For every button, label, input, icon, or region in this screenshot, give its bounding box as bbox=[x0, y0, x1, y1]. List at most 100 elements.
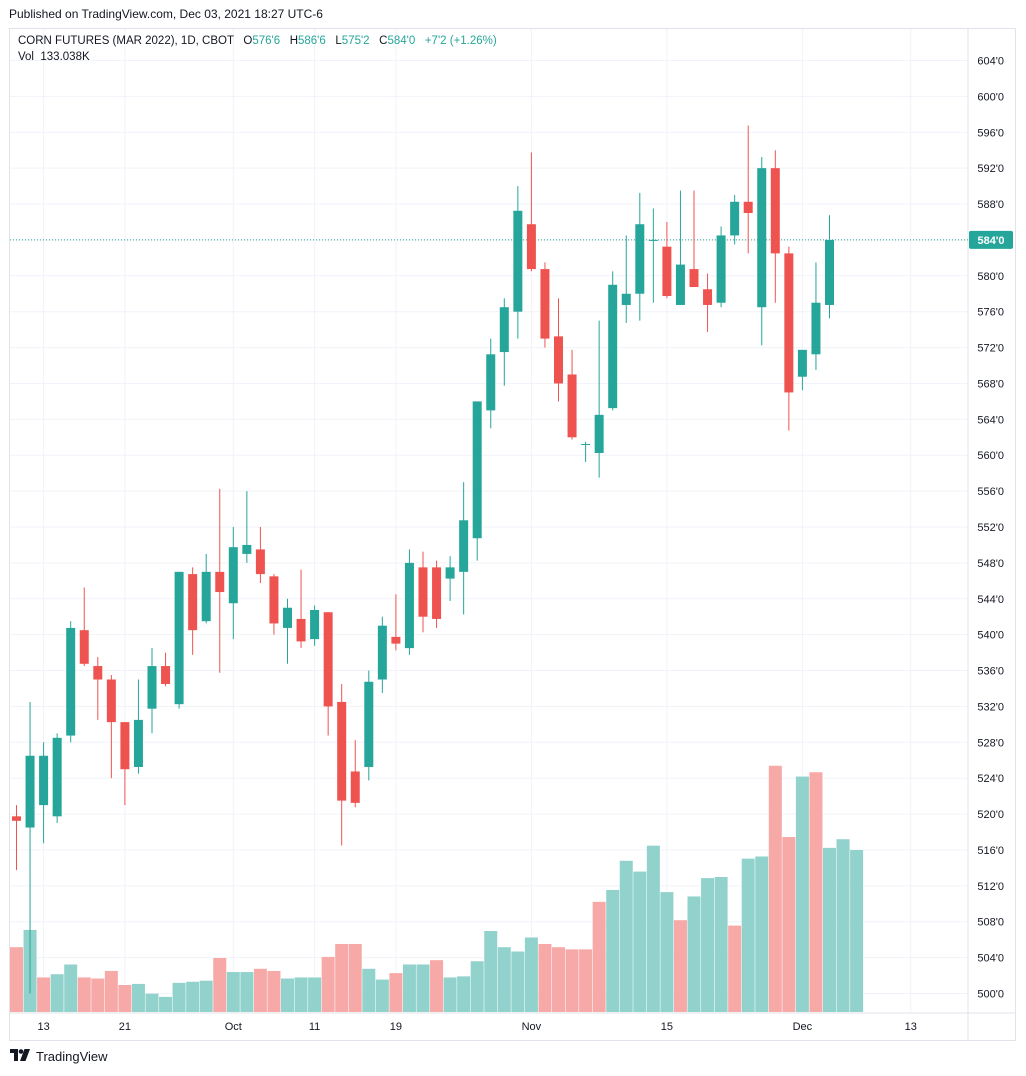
y-tick-label: 532'0 bbox=[977, 701, 1004, 713]
candle-body bbox=[675, 264, 685, 305]
y-tick-label: 548'0 bbox=[977, 558, 1004, 570]
candle-body bbox=[174, 571, 184, 705]
volume-bar bbox=[443, 977, 457, 1012]
volume-bar bbox=[687, 896, 701, 1012]
candle-body bbox=[255, 549, 265, 575]
candle-body bbox=[283, 607, 292, 628]
y-tick-label: 592'0 bbox=[977, 163, 1004, 175]
footer-brand-text: TradingView bbox=[36, 1049, 108, 1064]
volume-bar bbox=[10, 947, 23, 1012]
candle-body bbox=[161, 666, 171, 684]
candle-body bbox=[567, 374, 577, 438]
candle-body bbox=[459, 520, 469, 572]
candle-body bbox=[716, 235, 726, 303]
y-tick-label: 596'0 bbox=[977, 127, 1004, 139]
volume-bar bbox=[484, 931, 498, 1012]
x-tick-label: 21 bbox=[119, 1021, 131, 1033]
volume-bar bbox=[633, 871, 647, 1012]
candle-body bbox=[106, 679, 116, 723]
volume-bar bbox=[470, 961, 484, 1012]
legend-high-label: H bbox=[289, 35, 298, 47]
legend-open-label: O bbox=[243, 35, 253, 47]
volume-label: Vol bbox=[18, 51, 34, 63]
candle-body bbox=[554, 336, 563, 384]
volume-bar bbox=[416, 964, 430, 1012]
y-tick-label: 512'0 bbox=[977, 881, 1004, 893]
volume-bar bbox=[131, 983, 145, 1012]
volume-bar bbox=[172, 982, 186, 1012]
volume-bar bbox=[267, 970, 281, 1012]
volume-bar bbox=[186, 981, 200, 1012]
candle-body bbox=[797, 349, 807, 377]
y-tick-label: 588'0 bbox=[977, 199, 1004, 211]
volume-bar bbox=[552, 947, 565, 1012]
candle-body bbox=[662, 246, 672, 296]
volume-bar bbox=[673, 920, 687, 1012]
legend-low-value: 575'2 bbox=[341, 35, 370, 47]
y-tick-label: 540'0 bbox=[977, 630, 1004, 642]
y-tick-label: 508'0 bbox=[977, 917, 1004, 929]
symbol-legend: CORN FUTURES (MAR 2022), 1D, CBOT O576'6… bbox=[18, 35, 497, 47]
volume-legend: Vol 133.038K bbox=[18, 51, 90, 63]
candle-body bbox=[526, 224, 536, 270]
y-tick-label: 516'0 bbox=[977, 845, 1004, 857]
candle-body bbox=[472, 401, 482, 539]
x-tick-label: 19 bbox=[390, 1021, 402, 1033]
candle-body bbox=[323, 612, 333, 707]
volume-bar bbox=[795, 776, 809, 1012]
volume-bar bbox=[348, 943, 362, 1012]
x-tick-label: 13 bbox=[905, 1021, 917, 1033]
legend-close-value: 584'0 bbox=[387, 35, 416, 47]
y-tick-label: 604'0 bbox=[977, 56, 1004, 68]
volume-bar bbox=[213, 958, 227, 1012]
y-tick-label: 556'0 bbox=[977, 486, 1004, 498]
volume-bar bbox=[755, 856, 769, 1012]
candle-body bbox=[242, 544, 252, 554]
y-tick-label: 544'0 bbox=[977, 594, 1004, 606]
candle-body bbox=[133, 719, 143, 767]
volume-bar bbox=[50, 974, 64, 1012]
candle-body bbox=[66, 627, 76, 736]
volume-bar bbox=[64, 964, 78, 1012]
volume-bar bbox=[335, 943, 349, 1012]
volume-bar bbox=[646, 845, 660, 1012]
y-tick-label: 524'0 bbox=[977, 773, 1004, 785]
volume-bar bbox=[91, 978, 105, 1012]
x-tick-label: 11 bbox=[309, 1021, 320, 1033]
legend-high-value: 586'6 bbox=[298, 35, 326, 47]
candle-body bbox=[513, 210, 523, 312]
y-tick-label: 600'0 bbox=[977, 91, 1004, 103]
published-caption: Published on TradingView.com, Dec 03, 20… bbox=[9, 7, 323, 21]
candle-body bbox=[648, 239, 658, 241]
candle-body bbox=[310, 609, 320, 640]
candle-body bbox=[269, 576, 279, 624]
x-tick-label: Oct bbox=[225, 1021, 242, 1033]
volume-bar bbox=[497, 947, 511, 1012]
candle-body bbox=[120, 722, 130, 770]
volume-bar bbox=[511, 951, 525, 1012]
candle-body bbox=[188, 574, 198, 631]
candle-body bbox=[432, 567, 442, 619]
candle-body bbox=[147, 666, 157, 709]
volume-bar bbox=[389, 973, 403, 1012]
candle-body bbox=[811, 302, 821, 355]
y-tick-label: 536'0 bbox=[977, 666, 1004, 678]
legend-low-label: L bbox=[335, 35, 342, 47]
y-tick-label: 572'0 bbox=[977, 343, 1004, 355]
last-price-label: 584'0 bbox=[977, 235, 1004, 247]
candle-body bbox=[201, 571, 211, 622]
volume-bar bbox=[37, 977, 51, 1012]
volume-bar bbox=[240, 972, 254, 1012]
volume-bar bbox=[836, 839, 850, 1012]
candle-body bbox=[12, 816, 21, 821]
volume-bar bbox=[77, 977, 91, 1012]
candle-body bbox=[540, 269, 550, 339]
y-tick-label: 500'0 bbox=[977, 989, 1004, 1001]
volume-value: 133.038K bbox=[40, 51, 90, 63]
volume-bar bbox=[294, 977, 308, 1012]
chart-frame bbox=[9, 28, 1016, 1041]
candle-body bbox=[418, 567, 428, 617]
volume-bar bbox=[782, 837, 796, 1012]
volume-bar bbox=[524, 937, 538, 1012]
